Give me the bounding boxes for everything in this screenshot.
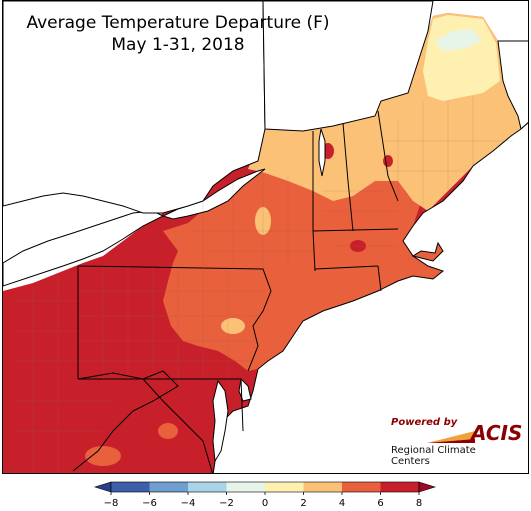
legend-tick-label: 2 bbox=[300, 498, 306, 509]
land-pale-yellow-0-2 bbox=[423, 15, 500, 101]
lake-champlain bbox=[318, 128, 326, 177]
legend-tick-label: 0 bbox=[262, 498, 268, 509]
temperature-departure-map bbox=[3, 1, 528, 473]
legend-tick-label: −2 bbox=[219, 498, 234, 509]
border-nj bbox=[247, 290, 272, 372]
water-bodies bbox=[3, 1, 528, 473]
cool-spot-md bbox=[158, 423, 178, 439]
warm-spot-nh bbox=[383, 155, 393, 167]
canada-quebec bbox=[262, 1, 434, 132]
legend-bin bbox=[265, 482, 304, 492]
canada-nb bbox=[497, 40, 528, 130]
powered-by-label: Powered by bbox=[391, 417, 458, 428]
lake-erie bbox=[3, 210, 165, 287]
legend-tick-label: 8 bbox=[416, 498, 422, 509]
map-title: Average Temperature Departure (F) bbox=[26, 13, 330, 33]
map-frame: Average Temperature Departure (F) May 1-… bbox=[2, 0, 529, 474]
land-regions bbox=[3, 13, 521, 473]
legend-tick-label: 4 bbox=[339, 498, 345, 509]
legend-ticks: −8 −6 −4 −2 0 2 4 6 8 bbox=[104, 492, 422, 509]
cool-spot-wv bbox=[85, 446, 121, 466]
legend-tick-label: 6 bbox=[377, 498, 383, 509]
county-lines bbox=[13, 96, 513, 473]
cool-spot-pa bbox=[221, 318, 245, 334]
legend-tick-label: −4 bbox=[181, 498, 196, 509]
legend-bin bbox=[380, 482, 419, 492]
cape-cod bbox=[411, 241, 444, 262]
border-ct-ri bbox=[377, 265, 382, 292]
acis-credit: Powered by ACIS Regional Climate Centers bbox=[387, 417, 522, 467]
border-ct-ma bbox=[314, 265, 379, 270]
legend-high-arrow bbox=[418, 481, 437, 493]
map-subtitle: May 1-31, 2018 bbox=[111, 35, 245, 55]
border-nh-me bbox=[377, 110, 399, 202]
rcc-label: Regional Climate Centers bbox=[391, 445, 476, 467]
legend-tick-label: −6 bbox=[142, 498, 157, 509]
border-ny-ct bbox=[312, 230, 316, 272]
legend-low-arrow bbox=[93, 481, 112, 493]
legend-bin bbox=[111, 482, 150, 492]
legend-bin bbox=[342, 482, 381, 492]
legend-tick-label: −8 bbox=[104, 498, 119, 509]
legend-bin bbox=[149, 482, 188, 492]
canada-ontario bbox=[3, 1, 266, 214]
chesapeake-bay bbox=[212, 379, 229, 463]
legend-bin bbox=[303, 482, 342, 492]
legend-bin bbox=[188, 482, 227, 492]
atlantic-ocean bbox=[212, 122, 528, 473]
border-va bbox=[142, 378, 213, 473]
acis-logo-text: ACIS bbox=[471, 421, 523, 445]
border-md-de bbox=[240, 378, 244, 432]
border-ma-north bbox=[312, 228, 399, 232]
land-near-normal bbox=[435, 29, 481, 51]
acis-swoosh-icon bbox=[427, 431, 475, 443]
legend-bin bbox=[226, 482, 265, 492]
legend-bins bbox=[93, 481, 437, 493]
border-vt-nh bbox=[342, 122, 354, 232]
legend-colorbar: −8 −6 −4 −2 0 2 4 6 8 bbox=[93, 481, 437, 509]
